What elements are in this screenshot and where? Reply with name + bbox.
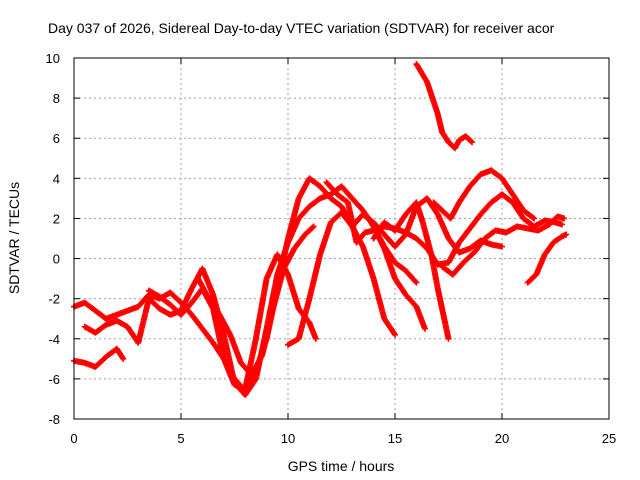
x-tick-label: 0 bbox=[70, 431, 77, 446]
y-tick-label: -8 bbox=[48, 412, 60, 427]
plot-frame bbox=[73, 57, 610, 420]
x-tick-label: 15 bbox=[388, 431, 402, 446]
series-track-i bbox=[370, 223, 428, 332]
data-point-marker bbox=[445, 335, 452, 342]
data-point-marker bbox=[558, 221, 565, 228]
data-point-marker bbox=[312, 335, 319, 342]
series-track-m bbox=[524, 231, 570, 286]
grid-lines bbox=[74, 58, 609, 419]
data-point-marker bbox=[529, 214, 536, 221]
series-track-c bbox=[71, 345, 127, 370]
data-point-marker bbox=[531, 215, 538, 222]
y-tick-label: 4 bbox=[53, 171, 60, 186]
chart-title: Day 037 of 2026, Sidereal Day-to-day VTE… bbox=[48, 20, 555, 36]
x-axis-label: GPS time / hours bbox=[288, 458, 395, 474]
data-point-marker bbox=[310, 223, 317, 230]
data-point-marker bbox=[309, 224, 316, 231]
series-track-e bbox=[195, 223, 317, 378]
series-track-h bbox=[370, 199, 452, 342]
data-point-marker bbox=[563, 231, 570, 238]
x-tick-label: 10 bbox=[281, 431, 295, 446]
data-point-marker bbox=[413, 279, 420, 286]
x-tick-label: 20 bbox=[495, 431, 509, 446]
data-series-layer bbox=[71, 61, 570, 398]
y-tick-label: 10 bbox=[46, 51, 60, 66]
x-tick-label: 25 bbox=[602, 431, 616, 446]
y-axis-label: SDTVAR / TECUs bbox=[6, 182, 22, 294]
y-tick-label: 8 bbox=[53, 91, 60, 106]
data-point-marker bbox=[392, 331, 398, 338]
y-tick-label: -4 bbox=[48, 332, 60, 347]
data-point-marker bbox=[467, 138, 474, 145]
data-point-marker bbox=[412, 278, 419, 285]
y-tick-label: 2 bbox=[53, 211, 60, 226]
series-track-k bbox=[413, 61, 476, 152]
y-tick-label: 6 bbox=[53, 131, 60, 146]
data-point-marker bbox=[120, 355, 127, 362]
series-track-l bbox=[439, 213, 568, 278]
y-tick-label: -6 bbox=[48, 372, 60, 387]
series-track-f bbox=[285, 195, 505, 348]
axis-ticks: 0 5 10 15 20 25 -8 -6 -4 -2 0 2 4 6 8 10 bbox=[46, 51, 617, 446]
x-tick-label: 5 bbox=[177, 431, 184, 446]
data-point-marker bbox=[499, 243, 505, 250]
y-tick-label: 0 bbox=[53, 252, 60, 267]
data-point-marker bbox=[469, 139, 476, 146]
y-tick-label: -2 bbox=[48, 292, 60, 307]
series-track-j bbox=[430, 167, 538, 222]
data-point-marker bbox=[561, 215, 568, 222]
data-point-marker bbox=[421, 325, 428, 332]
